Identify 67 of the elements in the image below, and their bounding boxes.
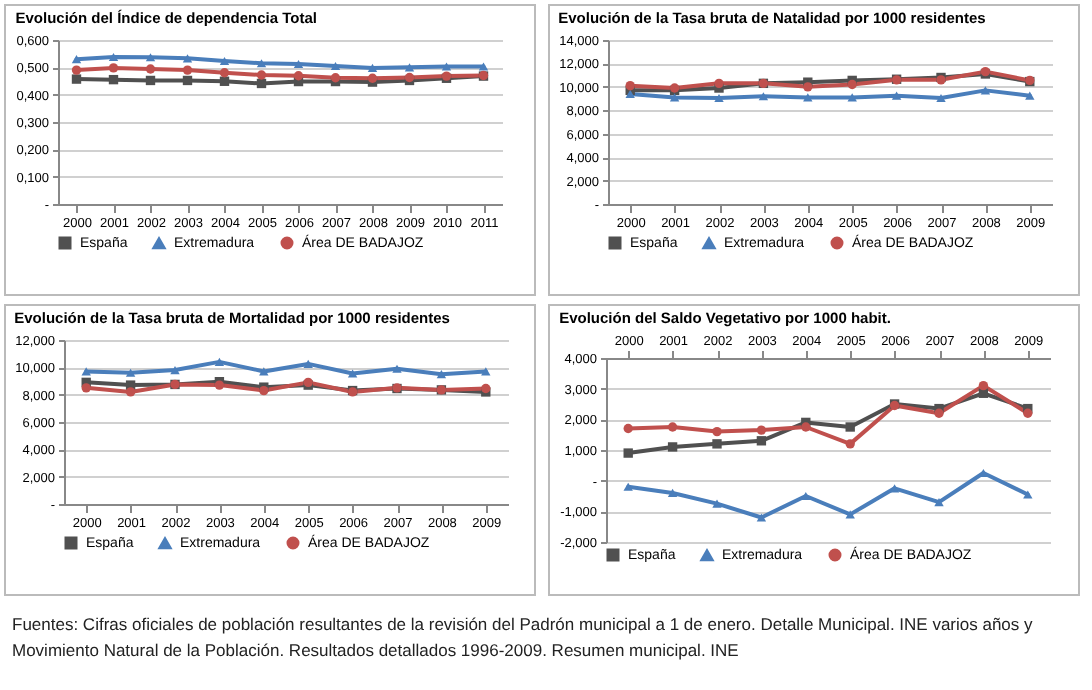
point (182, 54, 193, 63)
point (714, 93, 724, 103)
point (330, 61, 341, 71)
point (623, 448, 633, 458)
point (71, 55, 82, 64)
point (347, 369, 358, 378)
point (219, 56, 230, 66)
point (145, 53, 156, 62)
point (293, 71, 304, 81)
point (934, 498, 944, 507)
point (936, 93, 946, 103)
point (758, 92, 769, 101)
point (436, 370, 447, 379)
source-note: Fuentes: Cifras oficiales de población resultantes de la revisión del Padrón municipal a 1 de enero. Detalle Municipal. INE varios años y Movimiento Natural de la Población. Resultados detallados 1996-2009. Resumen municipal. INE (12, 612, 1035, 663)
point (980, 86, 991, 95)
point (108, 63, 119, 73)
point (801, 491, 811, 501)
point (392, 364, 402, 373)
point (441, 62, 452, 71)
point (125, 387, 136, 397)
point (219, 68, 230, 78)
point (712, 499, 722, 508)
point (667, 422, 678, 432)
point (145, 75, 156, 86)
point (145, 64, 156, 74)
point (81, 383, 91, 393)
point (891, 91, 902, 100)
point (1023, 490, 1033, 499)
point (712, 426, 722, 437)
point (667, 442, 678, 452)
point (219, 76, 230, 86)
point (623, 423, 633, 434)
point (71, 74, 82, 84)
point (182, 75, 193, 86)
point (108, 52, 119, 62)
point (845, 439, 855, 449)
point (669, 93, 680, 102)
point (293, 59, 304, 69)
point (1023, 408, 1033, 418)
point (934, 408, 944, 418)
point (256, 70, 267, 80)
point (256, 78, 267, 89)
point (625, 81, 635, 91)
point (256, 59, 267, 68)
point (712, 439, 722, 449)
point (756, 436, 767, 446)
point (978, 380, 989, 391)
point (404, 63, 415, 72)
point (303, 359, 313, 368)
point (756, 425, 767, 435)
point (667, 488, 678, 497)
point (182, 65, 193, 75)
point (623, 482, 633, 491)
point (1025, 91, 1035, 100)
point (125, 368, 136, 377)
point (803, 82, 813, 92)
point (71, 65, 82, 75)
point (367, 63, 378, 72)
point (801, 422, 811, 432)
point (170, 366, 180, 375)
point (214, 357, 225, 366)
point (845, 422, 855, 432)
point (108, 74, 119, 85)
point (478, 62, 489, 71)
point (756, 513, 767, 522)
point (714, 78, 724, 89)
point (889, 484, 900, 493)
